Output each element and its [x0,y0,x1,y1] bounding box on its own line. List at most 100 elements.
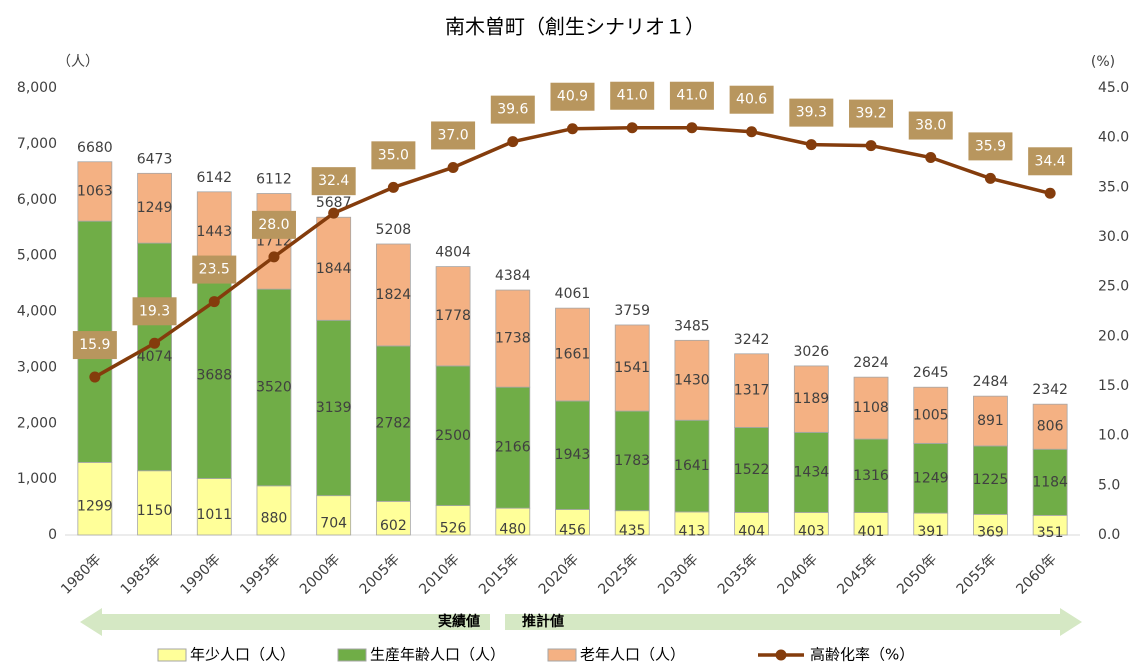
bar-segment [734,353,770,428]
bar-segment [1032,448,1068,516]
bar-segment [77,462,113,536]
total-label: 5208 [376,222,412,238]
x-tick-label: 2060年 [1013,551,1059,597]
bar-segment [77,161,113,222]
total-label: 4061 [555,286,591,302]
x-tick-label: 2000年 [297,551,343,597]
bar-segment [137,172,172,244]
total-label: 4804 [435,245,471,261]
bar-value-label: 1249 [913,470,949,486]
rate-label-box [669,81,714,110]
y2-tick-label: 25.0 [1098,279,1129,295]
bar-value-label: 3139 [316,400,352,416]
bar-segment [973,395,1008,447]
rate-label-box [550,82,595,111]
y2-tick-label: 5.0 [1098,477,1120,493]
bar-value-label: 1011 [196,507,232,523]
bar-segment [913,442,949,514]
bar-segment [913,386,949,444]
bar-value-label: 891 [977,413,1004,429]
total-label: 6473 [137,151,173,167]
arrow-left [80,608,490,636]
x-tick-label: 1980年 [58,551,104,597]
bar-segment [674,419,710,513]
y-tick-label: 1,000 [17,471,57,487]
line-point [1044,187,1056,199]
bar-value-label: 3520 [256,379,292,395]
total-label: 4384 [495,268,531,284]
annotation: 推計値 [522,613,564,630]
bar-segment [137,242,172,472]
line-point [865,140,877,152]
bar-value-label: 1150 [137,503,173,519]
bar-segment [853,438,889,513]
line-point [925,152,937,164]
y2-tick-label: 40.0 [1098,130,1129,146]
bar-segment [435,365,471,507]
bar-value-label: 1108 [853,400,889,416]
y2-tick-label: 10.0 [1098,428,1129,444]
x-tick-label: 2005年 [357,551,403,597]
x-tick-label: 2050年 [894,551,940,597]
rate-label-box [610,81,655,110]
bar-value-label: 880 [261,510,288,526]
bar-segment [793,431,829,513]
bar-segment [495,289,531,388]
rate-label: 37.0 [438,127,469,143]
bar-segment [674,339,710,421]
bar-segment [973,445,1008,515]
rate-label: 35.0 [378,147,409,163]
bar-segment [614,510,650,536]
rate-label: 15.9 [79,337,110,353]
chart-title: 南木曽町（創生シナリオ１） [445,15,705,39]
x-tick-label: 2055年 [954,551,1000,597]
bar-value-label: 1783 [614,453,650,469]
total-label: 2824 [853,355,889,371]
bar-segment [555,400,590,510]
x-tick-label: 2035年 [715,551,761,597]
rate-label-box [789,98,834,127]
legend-label: 老年人口（人） [580,646,685,664]
bar-segment [316,495,352,536]
line-point [567,123,578,135]
y-unit: （人） [57,54,99,70]
rate-label: 41.0 [617,88,648,104]
bar-segment [375,243,411,347]
y-tick-label: 0 [48,527,57,543]
x-tick-label: 1985年 [118,551,164,597]
y2-tick-label: 30.0 [1098,229,1129,245]
bar-value-label: 1778 [435,308,471,324]
bar-segment [316,319,352,497]
line-point [447,161,459,173]
bar-value-label: 1316 [853,468,889,484]
bar-segment [495,507,531,536]
total-label: 2645 [913,365,949,381]
bar-value-label: 1430 [674,372,710,388]
legend-swatch [337,648,367,662]
x-tick-label: 2015年 [476,551,522,597]
line-point [268,251,280,263]
total-label: 6680 [77,140,113,156]
rate-label-box [431,121,476,150]
bar-segment [853,376,889,440]
bar-value-label: 2166 [495,440,531,456]
rate-label-box [132,297,177,326]
legend-marker [775,649,787,661]
rate-label-box [908,111,953,140]
bar-value-label: 1641 [674,458,710,474]
bar-value-label: 2500 [435,428,471,444]
bar-segment [256,485,292,536]
x-tick-label: 2025年 [595,551,641,597]
y-tick-label: 6,000 [17,192,57,208]
rate-label-box [371,141,416,170]
bar-value-label: 704 [320,515,347,531]
bar-value-label: 602 [380,518,407,534]
rate-label: 39.3 [796,105,827,121]
y-tick-label: 2,000 [17,415,57,431]
rate-label: 19.3 [139,303,170,319]
bar-value-label: 1434 [794,464,830,480]
bar-value-label: 351 [1037,525,1064,541]
bar-value-label: 413 [679,523,706,539]
rate-label-box [490,95,535,124]
legend-swatch [157,648,187,662]
